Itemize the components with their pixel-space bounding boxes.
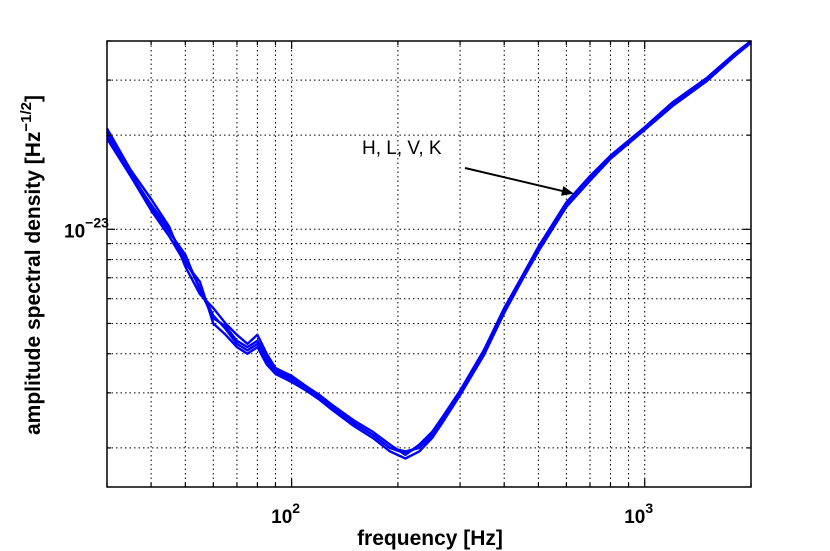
- grid-lines: [106, 40, 752, 487]
- x-axis-label: frequency [Hz]: [357, 527, 503, 550]
- y-axis-label-close: ]: [22, 95, 45, 102]
- series-line-3: [105, 41, 752, 460]
- y-axis-label-main: amplitude spectral density [Hz: [22, 132, 45, 435]
- annotation-arrow: [464, 167, 563, 192]
- plot-frame: [106, 40, 752, 488]
- y-axis-label-exponent: −1/2: [18, 102, 35, 132]
- axis-ticks: 102 103 10−23: [64, 40, 752, 528]
- series-line-1: [105, 40, 752, 453]
- annotation-arrowhead: [561, 186, 574, 196]
- data-series-group: [105, 40, 752, 460]
- y-axis-label: amplitude spectral density [Hz−1/2]: [18, 95, 45, 435]
- series-line-2: [105, 40, 752, 457]
- y-tick-label: 10−23: [64, 214, 109, 242]
- x-tick-label: 103: [624, 500, 653, 528]
- annotation-label: H, L, V, K: [362, 138, 442, 159]
- series-line-4: [105, 40, 752, 455]
- x-tick-label: 102: [271, 500, 300, 528]
